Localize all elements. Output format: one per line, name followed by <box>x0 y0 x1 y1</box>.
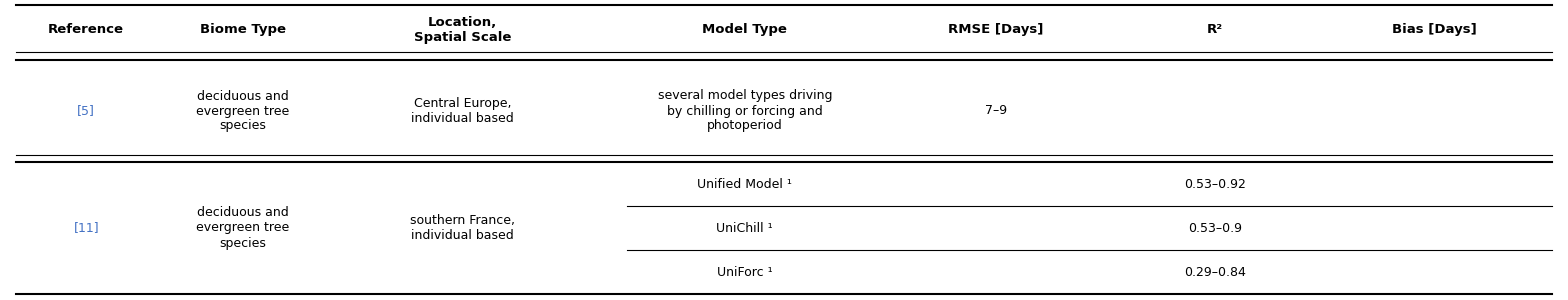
Text: R²: R² <box>1207 23 1223 36</box>
Text: 0.53–0.9: 0.53–0.9 <box>1189 221 1242 235</box>
Text: 7–9: 7–9 <box>985 104 1007 118</box>
Text: deciduous and
evergreen tree
species: deciduous and evergreen tree species <box>196 89 290 133</box>
Text: Reference: Reference <box>49 23 124 36</box>
Text: Biome Type: Biome Type <box>201 23 285 36</box>
Text: 0.53–0.92: 0.53–0.92 <box>1184 178 1247 190</box>
Text: Bias [Days]: Bias [Days] <box>1392 23 1477 36</box>
Text: Location,
Spatial Scale: Location, Spatial Scale <box>414 16 511 44</box>
Text: Unified Model ¹: Unified Model ¹ <box>698 178 792 190</box>
Text: Model Type: Model Type <box>702 23 787 36</box>
Text: Central Europe,
individual based: Central Europe, individual based <box>411 97 514 125</box>
Text: 0.29–0.84: 0.29–0.84 <box>1184 266 1247 278</box>
Text: UniChill ¹: UniChill ¹ <box>717 221 773 235</box>
Text: several model types driving
by chilling or forcing and
photoperiod: several model types driving by chilling … <box>657 89 833 133</box>
Text: southern France,
individual based: southern France, individual based <box>411 214 514 242</box>
Text: [11]: [11] <box>74 221 99 235</box>
Text: UniForc ¹: UniForc ¹ <box>717 266 773 278</box>
Text: RMSE [Days]: RMSE [Days] <box>949 23 1043 36</box>
Text: [5]: [5] <box>77 104 96 118</box>
Text: deciduous and
evergreen tree
species: deciduous and evergreen tree species <box>196 206 290 250</box>
